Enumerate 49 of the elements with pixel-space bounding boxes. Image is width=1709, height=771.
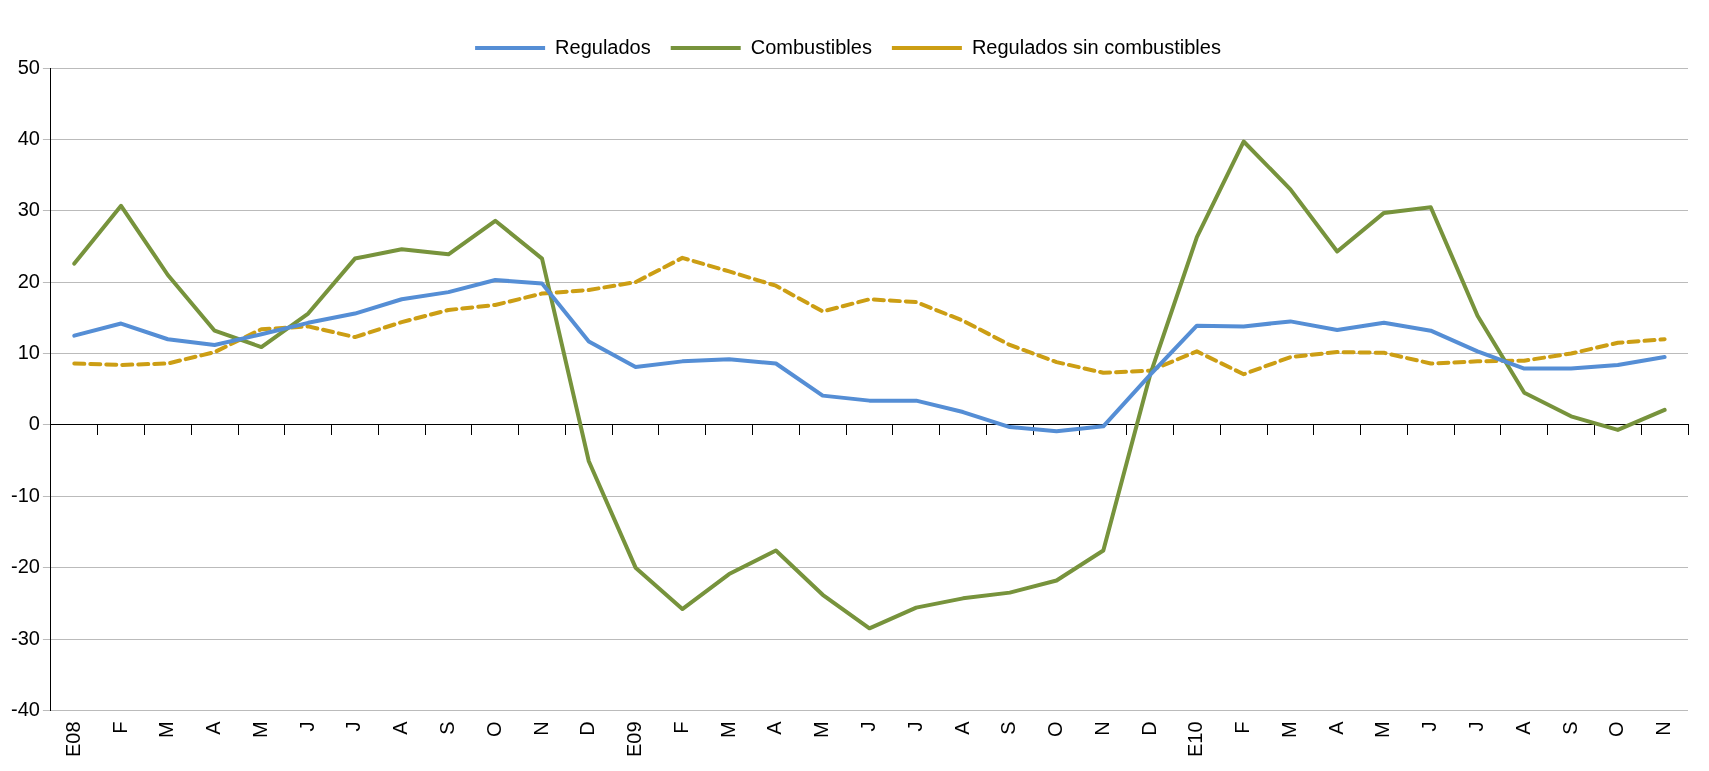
y-tick-label: 0 <box>28 412 40 435</box>
x-tick-label: A <box>763 720 786 735</box>
x-tick-label: N <box>1652 721 1675 736</box>
x-tick-label: A <box>389 720 412 735</box>
x-tick-label: A <box>202 720 225 735</box>
legend-label: Regulados sin combustibles <box>971 35 1221 58</box>
x-tick-label: E08 <box>61 721 84 758</box>
x-tick-label: E09 <box>623 721 646 758</box>
x-tick-label: D <box>1137 721 1160 736</box>
x-tick-label: A <box>950 720 973 735</box>
x-tick-label: M <box>155 721 178 739</box>
y-tick-label: 20 <box>17 269 40 292</box>
x-tick-label: J <box>295 721 318 732</box>
x-tick-label: M <box>716 721 739 739</box>
x-tick-label: M <box>810 721 833 739</box>
y-tick-label: 50 <box>17 55 40 78</box>
x-tick-label: D <box>576 721 599 736</box>
x-tick-label: O <box>482 721 505 737</box>
x-tick-label: M <box>1277 721 1300 739</box>
y-tick-label: -10 <box>11 483 40 506</box>
x-tick-label: M <box>1371 721 1394 739</box>
y-tick-label: 10 <box>17 341 40 364</box>
y-tick-label: -30 <box>11 626 40 649</box>
x-tick-label: S <box>997 721 1020 735</box>
legend-label: Regulados <box>555 35 651 58</box>
x-tick-label: J <box>342 721 365 732</box>
y-tick-label: 40 <box>17 126 40 149</box>
x-tick-label: A <box>1511 720 1534 735</box>
x-tick-label: J <box>903 721 926 732</box>
x-tick-label: N <box>529 721 552 736</box>
x-tick-label: E10 <box>1184 721 1207 758</box>
x-tick-label: J <box>856 721 879 732</box>
x-tick-label: M <box>248 721 271 739</box>
legend-label: Combustibles <box>750 35 872 58</box>
x-tick-label: S <box>436 721 458 735</box>
x-tick-label: F <box>108 721 131 734</box>
y-tick-label: 30 <box>17 198 40 221</box>
line-series <box>72 255 1667 377</box>
x-tick-label: F <box>669 721 692 734</box>
x-tick-label: A <box>1324 720 1347 735</box>
y-tick-label: -40 <box>11 697 40 720</box>
x-tick-label: F <box>1231 721 1254 734</box>
x-tick-label: O <box>1044 721 1067 737</box>
x-tick-label: O <box>1605 721 1628 737</box>
x-tick-label: J <box>1465 721 1488 732</box>
y-tick-label: -20 <box>11 555 40 578</box>
x-tick-label: J <box>1418 721 1441 732</box>
x-tick-label: N <box>1090 721 1113 736</box>
x-tick-label: S <box>1558 721 1581 735</box>
